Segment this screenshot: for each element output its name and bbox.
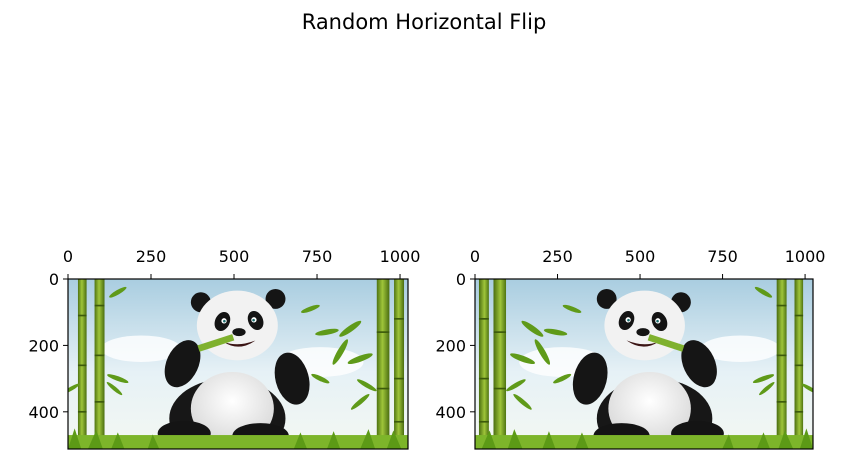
- axes-frame: [474, 278, 814, 450]
- x-tick-label: 1000: [785, 247, 826, 266]
- x-tick-label: 500: [219, 247, 250, 266]
- y-tick-label: 400: [435, 403, 466, 422]
- x-tick-label: 0: [63, 247, 73, 266]
- y-tick-label: 0: [49, 270, 59, 289]
- panda-image-flipped: [475, 279, 813, 449]
- x-tick-label: 1000: [380, 247, 421, 266]
- y-tick-label: 200: [28, 336, 59, 355]
- x-tick-label: 500: [625, 247, 656, 266]
- image-panel-original: 0 250 500 750 1000 0 200 400: [28, 247, 421, 450]
- figure-title: Random Horizontal Flip: [301, 10, 547, 34]
- panels: 0 250 500 750 1000 0 200 400 0 250 500 750 1000 0 200 4…: [28, 247, 826, 450]
- x-tick-label: 0: [470, 247, 480, 266]
- axes-frame: [67, 278, 409, 450]
- y-tick-label: 400: [28, 403, 59, 422]
- y-tick-label: 200: [435, 336, 466, 355]
- image-panel-flipped: 0 250 500 750 1000 0 200 400: [435, 247, 826, 450]
- x-tick-label: 250: [136, 247, 167, 266]
- x-tick-label: 250: [542, 247, 573, 266]
- x-tick-label: 750: [302, 247, 333, 266]
- x-tick-label: 750: [707, 247, 738, 266]
- y-tick-label: 0: [456, 270, 466, 289]
- panda-image-original: [68, 279, 408, 449]
